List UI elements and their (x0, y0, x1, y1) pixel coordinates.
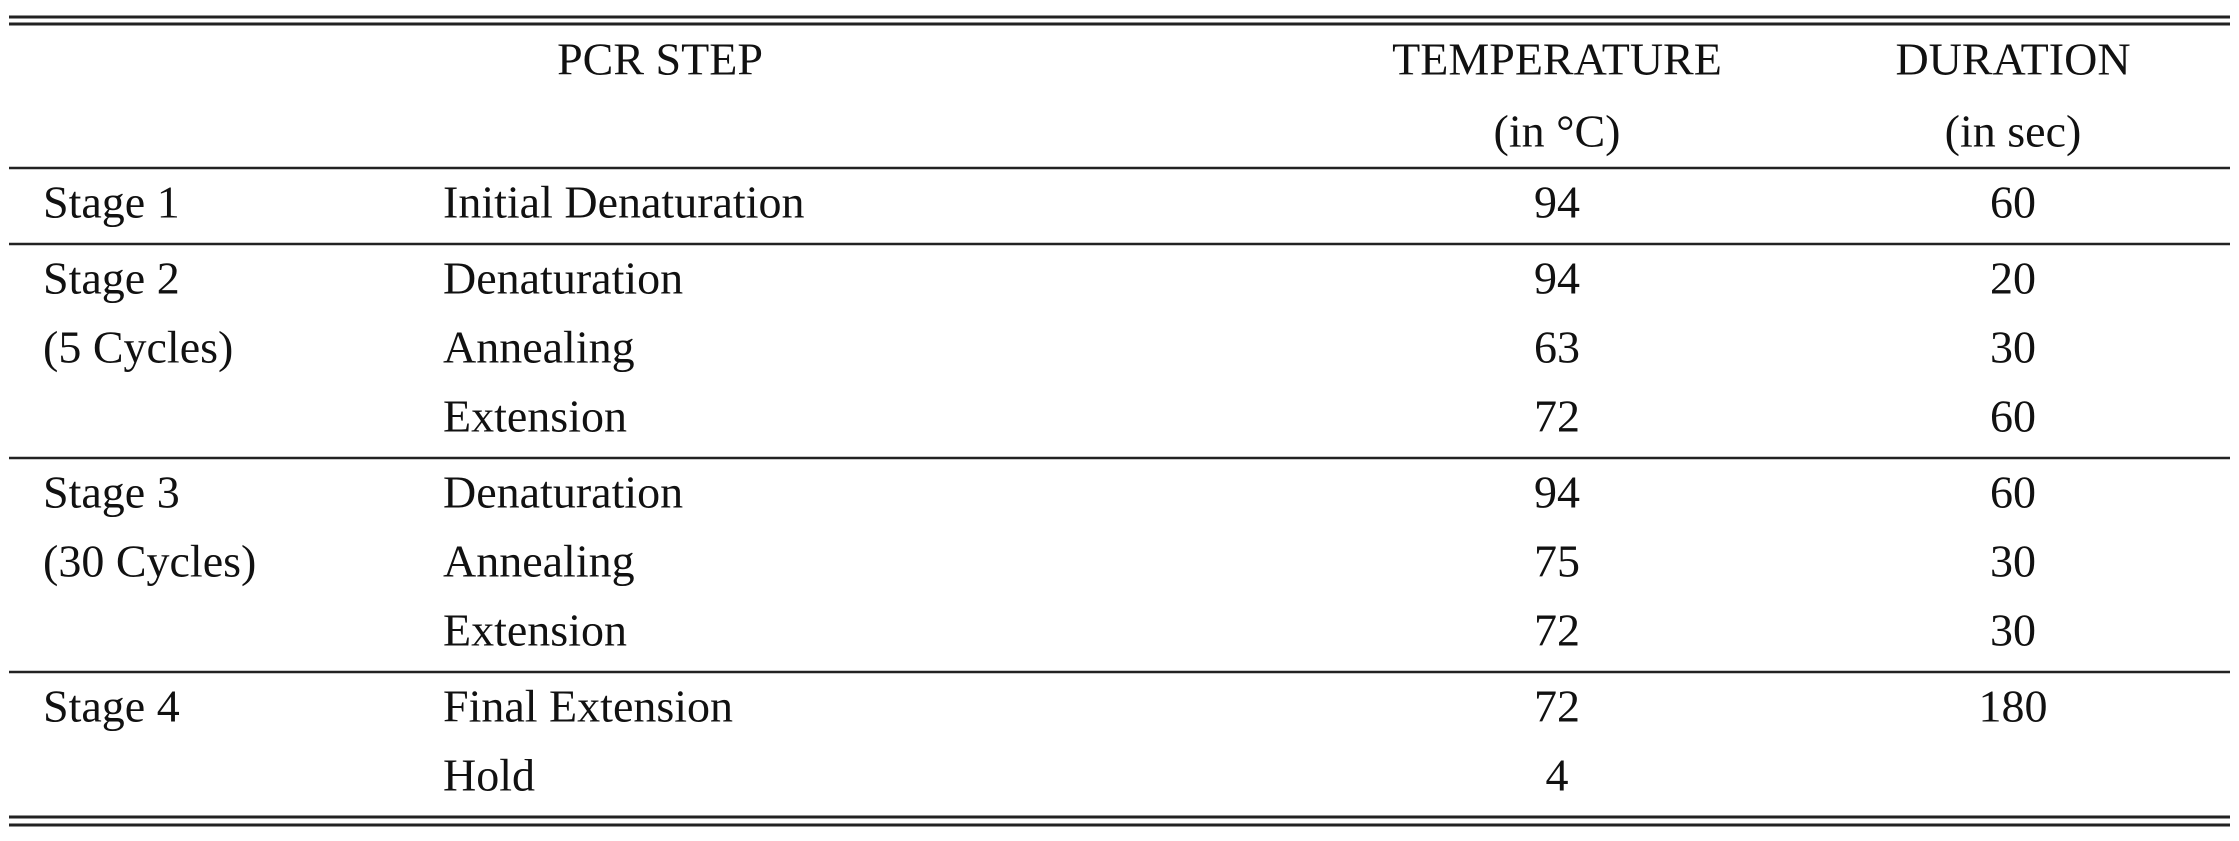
stage-label: Stage 4 (43, 681, 180, 732)
temperature: 72 (1534, 391, 1580, 442)
temperature: 4 (1546, 750, 1569, 801)
duration: 180 (1979, 681, 2048, 732)
header-cell: (in sec) (1945, 106, 2082, 157)
stage-label: Stage 3 (43, 467, 180, 518)
stage-label: (30 Cycles) (43, 536, 256, 587)
temperature: 94 (1534, 467, 1580, 518)
step-name: Final Extension (443, 681, 733, 732)
duration: 30 (1990, 605, 2036, 656)
step-name: Extension (443, 391, 627, 442)
duration: 60 (1990, 177, 2036, 228)
duration: 60 (1990, 467, 2036, 518)
step-name: Denaturation (443, 253, 683, 304)
step-name: Denaturation (443, 467, 683, 518)
temperature: 72 (1534, 681, 1580, 732)
temperature: 94 (1534, 253, 1580, 304)
header-cell: (in °C) (1494, 106, 1621, 157)
step-name: Initial Denaturation (443, 177, 805, 228)
stage-label: Stage 2 (43, 253, 180, 304)
temperature: 75 (1534, 536, 1580, 587)
temperature: 63 (1534, 322, 1580, 373)
header-cell: DURATION (1895, 34, 2130, 85)
duration: 30 (1990, 536, 2036, 587)
duration: 60 (1990, 391, 2036, 442)
temperature: 94 (1534, 177, 1580, 228)
step-name: Annealing (443, 536, 635, 587)
header-cell: PCR STEP (557, 34, 763, 85)
temperature: 72 (1534, 605, 1580, 656)
step-name: Annealing (443, 322, 635, 373)
step-name: Extension (443, 605, 627, 656)
duration: 30 (1990, 322, 2036, 373)
header-cell: TEMPERATURE (1392, 34, 1722, 85)
duration: 20 (1990, 253, 2036, 304)
step-name: Hold (443, 750, 535, 801)
stage-label: Stage 1 (43, 177, 180, 228)
stage-label: (5 Cycles) (43, 322, 233, 373)
